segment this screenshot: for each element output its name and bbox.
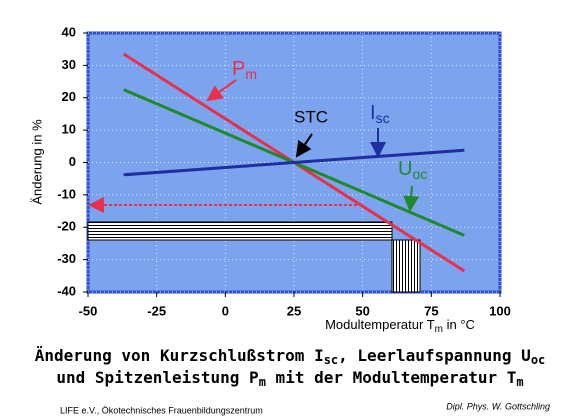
y-tick-label: 10 xyxy=(62,122,76,137)
annotation: STC xyxy=(294,107,328,126)
x-tick-label: 25 xyxy=(287,303,301,318)
x-axis-label: Modultemperatur Tm in °C xyxy=(325,317,475,334)
footer: LIFE e.V., Ökotechnisches Frauenbildungs… xyxy=(60,405,263,415)
y-tick-label: -40 xyxy=(57,283,76,298)
x-tick-label: -50 xyxy=(79,303,98,318)
hatched-band xyxy=(87,221,393,241)
y-tick-label: 20 xyxy=(62,89,76,104)
x-tick-label: 100 xyxy=(489,303,511,318)
annotation: Pm xyxy=(232,58,257,81)
y-tick-label: -10 xyxy=(57,186,76,201)
annotation: Isc xyxy=(370,102,390,125)
x-tick-label: -25 xyxy=(147,303,166,318)
arrow xyxy=(206,79,237,102)
y-tick-label: 30 xyxy=(62,57,76,72)
y-tick-label: -20 xyxy=(57,219,76,234)
x-tick-label: 50 xyxy=(355,303,369,318)
arrow xyxy=(295,133,313,158)
title-line: Änderung von Kurzschlußstrom Isc, Leerla… xyxy=(35,346,546,367)
y-tick-label: -30 xyxy=(57,251,76,266)
series-line xyxy=(123,148,465,177)
arrow xyxy=(403,185,420,212)
x-tick-label: 75 xyxy=(424,303,438,318)
hatched-column xyxy=(391,239,421,293)
y-tick-label: 40 xyxy=(62,24,76,39)
y-axis-label: Änderung in % xyxy=(29,119,44,205)
y-tick-label: 0 xyxy=(69,154,76,169)
x-tick-label: 0 xyxy=(222,303,229,318)
annotation: Uoc xyxy=(398,158,427,181)
footer: Dipl. Phys. W. Gottschling xyxy=(446,401,550,411)
title-line: und Spitzenleistung Pm mit der Modultemp… xyxy=(56,368,523,389)
